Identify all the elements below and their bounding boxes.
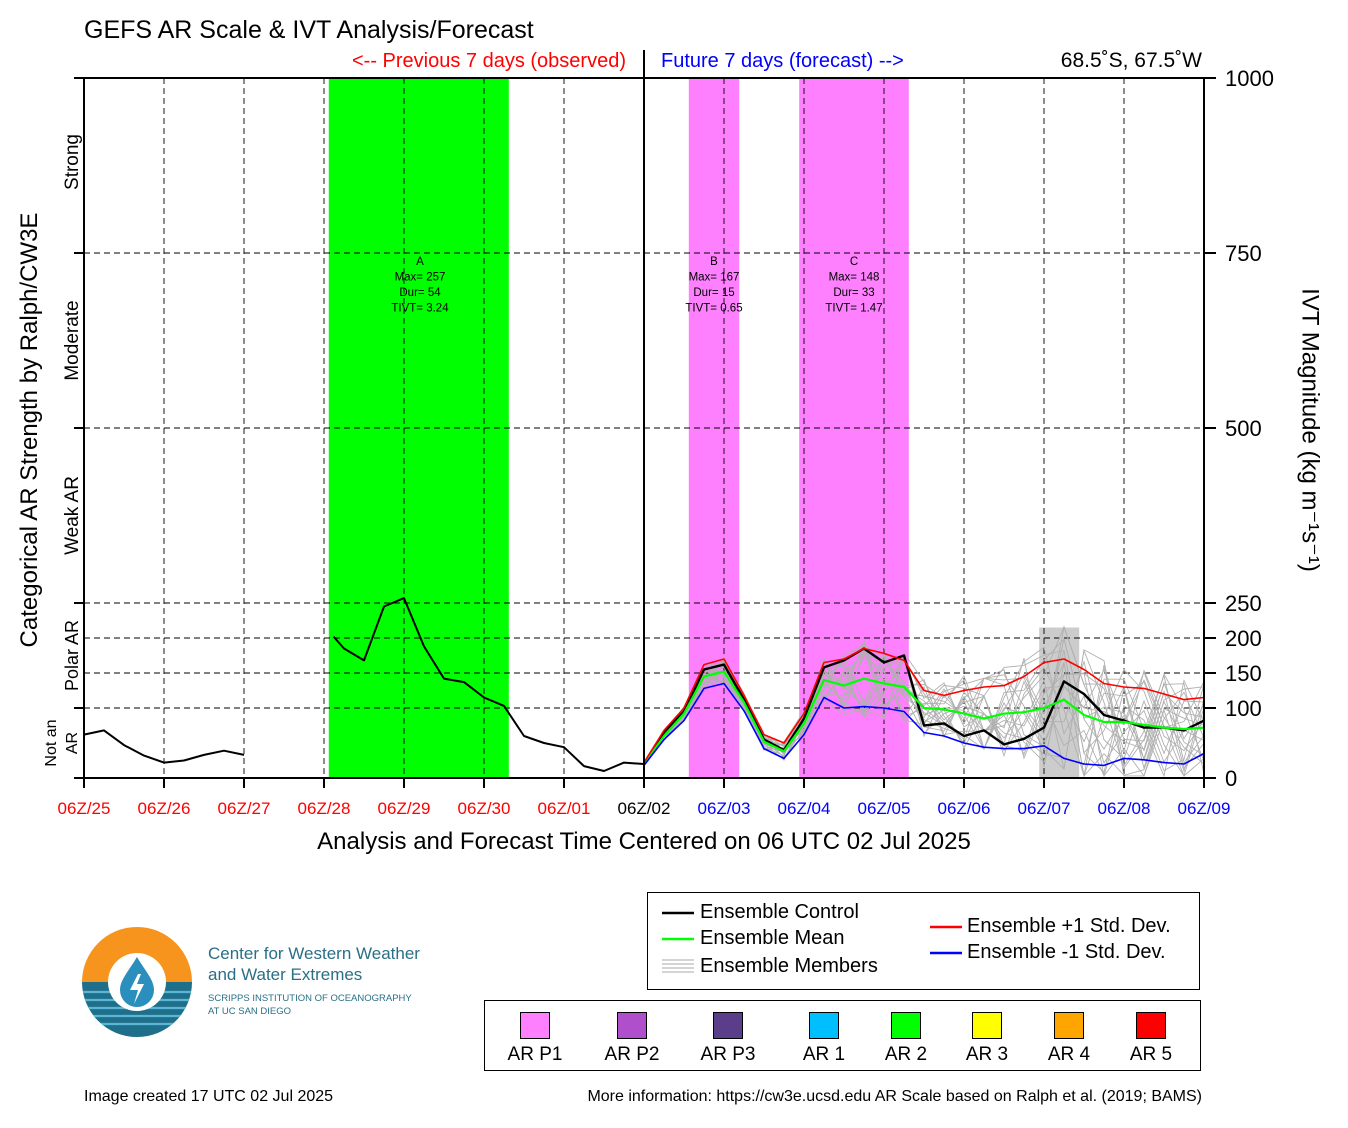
legend-minus-sd-label: Ensemble -1 Std. Dev.: [967, 941, 1166, 963]
y-tick-label: 250: [1225, 591, 1262, 616]
x-tick-label: 06Z/03: [698, 799, 751, 818]
ar-scale-swatch: [713, 1012, 743, 1039]
y-tick-label: 200: [1225, 626, 1262, 651]
y-tick-label: 150: [1225, 661, 1262, 686]
ar-event-annotation-A-3: TIVT= 3.24: [391, 303, 449, 315]
y-axis-label-right-text: IVT Magnitude (kg m⁻¹s⁻¹): [1296, 288, 1324, 572]
ar-scale-label: AR 1: [802, 1044, 846, 1065]
ar-scale-swatch: [972, 1012, 1002, 1039]
category-label-not-ar-1: Not an: [43, 719, 60, 766]
legend-box: [647, 892, 1200, 990]
ar-scale-label: AR P3: [700, 1044, 756, 1065]
x-tick-label: 06Z/25: [58, 799, 111, 818]
ar-scale-swatch: [617, 1012, 647, 1039]
future-days-label: Future 7 days (forecast) -->: [661, 50, 904, 72]
y-axis-label-left: Categorical AR Strength by Ralph/CW3E: [16, 212, 43, 648]
ar-event-annotation-B-1: Max= 167: [689, 272, 740, 284]
logo-line1: Center for Western Weather: [208, 944, 420, 963]
x-tick-label: 06Z/05: [858, 799, 911, 818]
ar-event-annotation-C-2: Dur= 33: [833, 287, 874, 299]
x-tick-label: 06Z/27: [218, 799, 271, 818]
logo-line4: AT UC SAN DIEGO: [208, 1006, 292, 1017]
ar-scale-legend: [484, 1000, 1201, 1071]
logo-line3: SCRIPPS INSTITUTION OF OCEANOGRAPHY: [208, 993, 412, 1004]
ar-scale-swatch: [891, 1012, 921, 1039]
x-axis-label: Analysis and Forecast Time Centered on 0…: [317, 828, 971, 855]
ar-scale-swatch: [1054, 1012, 1084, 1039]
category-label: Polar AR: [62, 620, 82, 691]
ar-scale-label: AR 3: [965, 1044, 1009, 1065]
ar-event-annotation-A-1: Max= 257: [395, 272, 446, 284]
chart-title: GEFS AR Scale & IVT Analysis/Forecast: [84, 16, 534, 44]
ar-event-annotation-B-3: TIVT= 0.65: [685, 303, 742, 315]
x-tick-label: 06Z/04: [778, 799, 831, 818]
x-tick-label: 06Z/02: [618, 799, 671, 818]
ar-scale-label: AR 2: [884, 1044, 928, 1065]
location-label: 68.5˚S, 67.5˚W: [1060, 49, 1202, 72]
legend-members-label: Ensemble Members: [700, 955, 878, 977]
previous-days-label: <-- Previous 7 days (observed): [351, 50, 626, 72]
x-tick-label: 06Z/30: [458, 799, 511, 818]
logo-line2: and Water Extremes: [208, 965, 363, 984]
y-axis-label-right: IVT Magnitude (kg m⁻¹s⁻¹): [1296, 288, 1325, 572]
ar-scale-label: AR P1: [507, 1044, 563, 1065]
ar-scale-label: AR 4: [1047, 1044, 1091, 1065]
x-tick-label: 06Z/01: [538, 799, 591, 818]
footer-created: Image created 17 UTC 02 Jul 2025: [84, 1088, 334, 1105]
ar-scale-swatch: [520, 1012, 550, 1039]
ar-event-annotation-A-0: A: [416, 256, 424, 268]
series-line-1: [332, 597, 645, 772]
y-tick-label: 0: [1225, 766, 1237, 791]
legend-mean-label: Ensemble Mean: [700, 927, 845, 949]
series-line-4: [643, 647, 1205, 764]
x-tick-label: 06Z/26: [138, 799, 191, 818]
series-line-0: [83, 729, 245, 764]
x-tick-label: 06Z/07: [1018, 799, 1071, 818]
ar-event-annotation-C-0: C: [850, 256, 858, 268]
footer-info: More information: https://cw3e.ucsd.edu …: [587, 1088, 1202, 1105]
ar-event-annotation-C-1: Max= 148: [829, 272, 880, 284]
category-label-not-ar-2: AR: [64, 732, 81, 754]
series-line-2: [642, 647, 1205, 765]
ar-scale-label: AR P2: [604, 1044, 660, 1065]
legend-control-label: Ensemble Control: [700, 901, 859, 923]
series-line-3: [643, 670, 1205, 765]
x-tick-label: 06Z/08: [1098, 799, 1151, 818]
y-tick-label: 500: [1225, 416, 1262, 441]
ar-scale-swatch: [1136, 1012, 1166, 1039]
ar-event-annotation-C-3: TIVT= 1.47: [825, 303, 882, 315]
category-label: Weak AR: [62, 476, 83, 555]
x-tick-label: 06Z/09: [1178, 799, 1231, 818]
category-label: Moderate: [62, 300, 83, 380]
ar-scale-label: AR 5: [1129, 1044, 1173, 1065]
y-tick-label: 750: [1225, 241, 1262, 266]
y-tick-label: 100: [1225, 696, 1262, 721]
ar-event-annotation-A-2: Dur= 54: [399, 287, 441, 299]
ar-event-annotation-B-0: B: [710, 256, 718, 268]
x-tick-label: 06Z/28: [298, 799, 351, 818]
legend-plus-sd-label: Ensemble +1 Std. Dev.: [967, 915, 1171, 937]
cw3e-logo: [82, 927, 192, 1037]
y-tick-label: 1000: [1225, 66, 1274, 91]
x-tick-label: 06Z/29: [378, 799, 431, 818]
series-line-5: [643, 682, 1205, 767]
category-label: Strong: [62, 134, 83, 190]
x-tick-label: 06Z/06: [938, 799, 991, 818]
ar-event-annotation-B-2: Dur= 15: [693, 287, 734, 299]
ar-scale-swatch: [809, 1012, 839, 1039]
